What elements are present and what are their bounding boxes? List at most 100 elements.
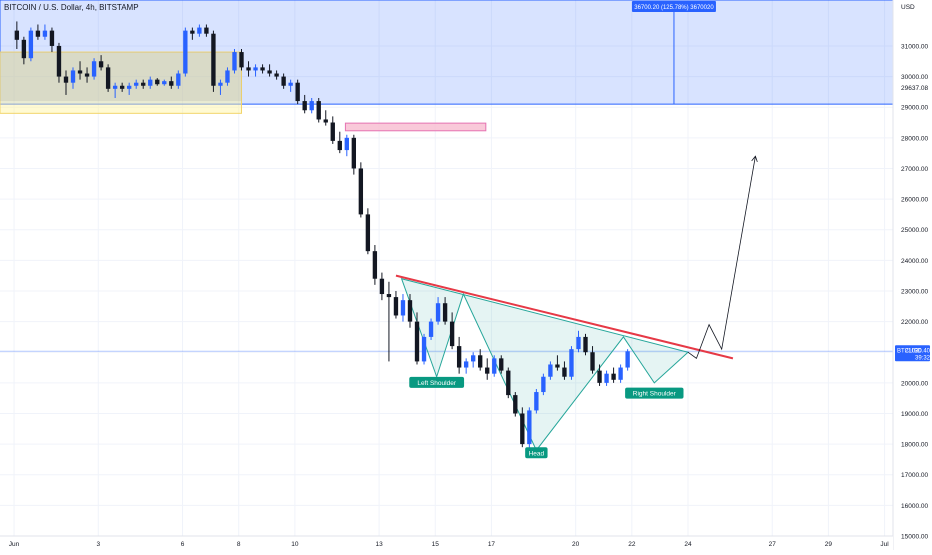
candle-body[interactable] xyxy=(176,73,181,86)
candle-body[interactable] xyxy=(155,79,160,85)
candle-body[interactable] xyxy=(112,85,118,89)
candle-body[interactable] xyxy=(267,70,272,74)
candle-body[interactable] xyxy=(372,251,378,279)
candle-body[interactable] xyxy=(604,373,609,383)
candle-body[interactable] xyxy=(351,137,357,169)
last-price-value: 21030.40 xyxy=(905,348,931,354)
candle-body[interactable] xyxy=(449,321,455,347)
grey-zone[interactable] xyxy=(0,52,242,102)
candle-body[interactable] xyxy=(337,140,342,151)
candle-body[interactable] xyxy=(302,101,307,111)
candle-body[interactable] xyxy=(463,361,469,368)
candle-body[interactable] xyxy=(358,168,364,215)
candle-body[interactable] xyxy=(141,82,146,86)
candle-body[interactable] xyxy=(569,349,574,377)
candle-body[interactable] xyxy=(204,27,209,34)
time-tick-label: 22 xyxy=(628,541,636,548)
candle-body[interactable] xyxy=(534,392,539,411)
candle-body[interactable] xyxy=(148,79,153,86)
candle-body[interactable] xyxy=(379,278,385,295)
candle-body[interactable] xyxy=(590,352,595,371)
candle-body[interactable] xyxy=(583,336,588,353)
candle-body[interactable] xyxy=(63,76,69,83)
candle-body[interactable] xyxy=(281,76,286,86)
candle-body[interactable] xyxy=(35,30,41,37)
time-tick-label: 3 xyxy=(96,541,100,548)
candle-body[interactable] xyxy=(169,81,174,86)
candle-body[interactable] xyxy=(14,30,20,40)
candle-body[interactable] xyxy=(428,321,434,337)
candle-body[interactable] xyxy=(49,30,55,46)
candle-body[interactable] xyxy=(478,355,483,368)
candle-body[interactable] xyxy=(492,358,497,374)
candle-body[interactable] xyxy=(162,81,167,85)
candle-body[interactable] xyxy=(414,321,420,362)
candle-body[interactable] xyxy=(527,410,532,445)
candle-body[interactable] xyxy=(98,61,104,68)
candle-body[interactable] xyxy=(295,82,300,102)
candle-body[interactable] xyxy=(562,367,567,377)
candle-body[interactable] xyxy=(513,395,518,414)
time-axis-bg xyxy=(0,536,893,550)
candle-body[interactable] xyxy=(597,370,602,383)
candle-body[interactable] xyxy=(400,300,406,316)
candle-body[interactable] xyxy=(386,294,392,298)
candle-body[interactable] xyxy=(421,336,427,362)
candle-body[interactable] xyxy=(105,67,111,89)
candle-body[interactable] xyxy=(28,30,34,59)
candle-body[interactable] xyxy=(84,73,90,77)
candle-body[interactable] xyxy=(246,67,251,71)
candle-body[interactable] xyxy=(21,39,27,59)
candle-body[interactable] xyxy=(407,300,413,322)
candle-body[interactable] xyxy=(197,27,202,34)
candle-body[interactable] xyxy=(42,30,48,37)
candle-body[interactable] xyxy=(225,70,230,83)
candle-body[interactable] xyxy=(316,101,321,120)
projection-path[interactable] xyxy=(687,156,756,359)
yellow-zone[interactable] xyxy=(0,51,243,114)
pink-zone[interactable] xyxy=(344,122,487,132)
candle-body[interactable] xyxy=(183,30,188,74)
neckline[interactable] xyxy=(395,274,734,360)
candle-body[interactable] xyxy=(611,373,616,380)
candle-body[interactable] xyxy=(330,122,335,141)
candle-body[interactable] xyxy=(134,82,139,86)
candle-body[interactable] xyxy=(288,82,293,86)
candle-body[interactable] xyxy=(253,67,258,71)
candle-body[interactable] xyxy=(555,364,560,368)
candle-body[interactable] xyxy=(442,303,448,322)
candle-body[interactable] xyxy=(323,119,328,123)
candle-body[interactable] xyxy=(435,303,441,322)
candle-body[interactable] xyxy=(393,297,399,316)
candle-body[interactable] xyxy=(541,376,546,393)
candle-body[interactable] xyxy=(499,358,504,371)
candle-body[interactable] xyxy=(126,85,132,89)
candle-body[interactable] xyxy=(506,370,511,396)
candle-body[interactable] xyxy=(260,67,265,71)
candle-body[interactable] xyxy=(471,355,476,362)
price-tick-label: 26000.00 xyxy=(901,197,928,204)
candle-body[interactable] xyxy=(485,367,490,374)
candle-body[interactable] xyxy=(309,101,314,111)
candle-body[interactable] xyxy=(365,214,371,252)
candle-body[interactable] xyxy=(119,85,125,89)
candle-body[interactable] xyxy=(618,367,623,380)
candle-body[interactable] xyxy=(274,73,279,77)
candle-body[interactable] xyxy=(218,82,223,86)
candle-body[interactable] xyxy=(576,336,581,350)
candle-body[interactable] xyxy=(211,33,216,86)
candle-body[interactable] xyxy=(70,70,76,83)
candle-body[interactable] xyxy=(344,137,349,151)
candle-body[interactable] xyxy=(190,30,195,34)
candle-body[interactable] xyxy=(56,45,62,77)
candle-body[interactable] xyxy=(77,70,83,74)
candle-body[interactable] xyxy=(232,52,237,71)
candle-body[interactable] xyxy=(520,413,525,445)
candle-body[interactable] xyxy=(239,52,244,68)
candle-body[interactable] xyxy=(456,346,462,368)
candle-body[interactable] xyxy=(625,351,630,368)
head-shoulders-pattern[interactable] xyxy=(400,278,690,452)
candle-body[interactable] xyxy=(548,364,553,377)
candle-body[interactable] xyxy=(91,61,97,77)
